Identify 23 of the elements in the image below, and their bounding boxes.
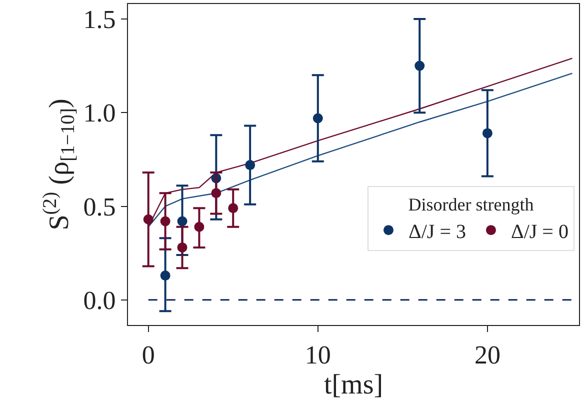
x-tick-label: 0 [142, 340, 155, 370]
point [160, 216, 170, 226]
y-tick-label: 0.5 [83, 192, 116, 222]
x-tick-label: 10 [304, 340, 331, 370]
point [211, 188, 222, 198]
y-tick-label: 1.0 [83, 98, 116, 128]
point [160, 270, 170, 281]
point [414, 60, 425, 71]
x-tick-label: 20 [474, 340, 500, 370]
y-tick-label: 0.0 [83, 286, 116, 315]
y-tick-label: 1.5 [83, 5, 116, 34]
point [177, 242, 188, 252]
point [312, 113, 323, 124]
point [228, 203, 238, 214]
point [143, 214, 154, 224]
legend-label: Δ/J = 0 [510, 220, 568, 243]
point [482, 128, 492, 138]
legend-title: Disorder strength [408, 194, 534, 215]
point [194, 222, 204, 232]
point [177, 216, 188, 226]
point [245, 160, 256, 170]
legend-label: Δ/J = 3 [408, 220, 466, 243]
x-axis-title: t[ms] [324, 369, 384, 400]
